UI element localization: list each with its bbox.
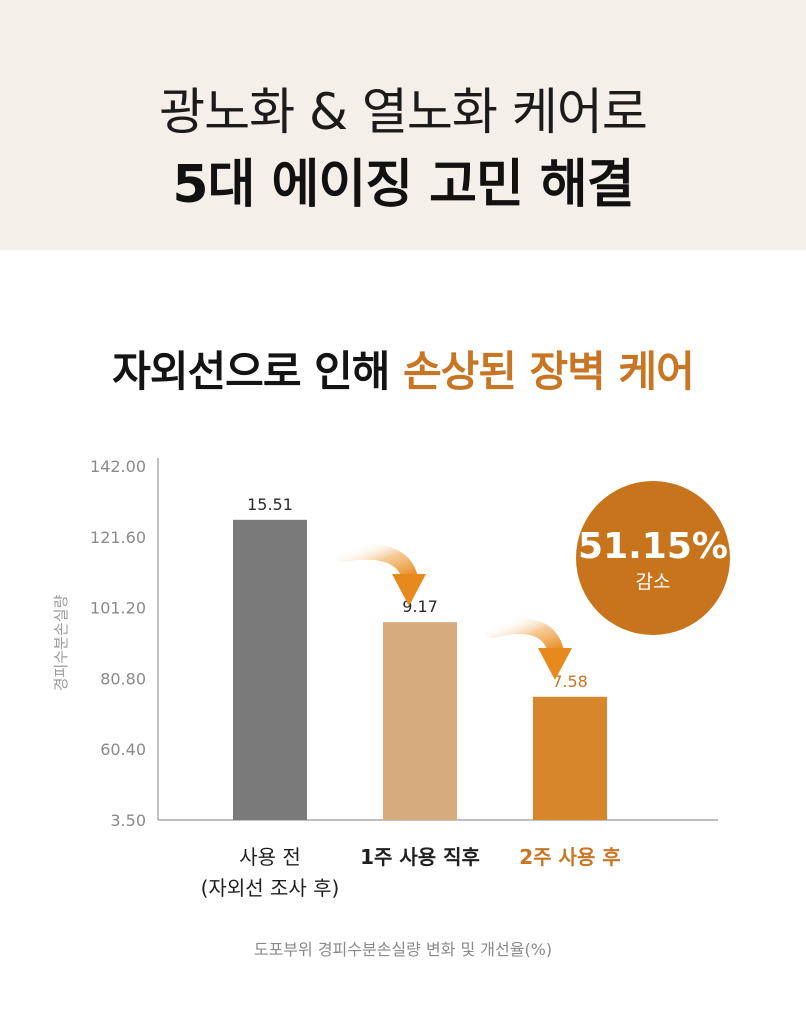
arrow-1-shaft (334, 543, 418, 586)
y-tick-label: 80.80 (100, 669, 146, 688)
chart-bars: 15.519.177.58 (233, 495, 607, 820)
arrow-1 (334, 543, 426, 606)
arrow-2 (484, 618, 572, 680)
category-label-2: 1주 사용 직후 (360, 845, 480, 869)
hero-banner: 광노화 & 열노화 케어로 5대 에이징 고민 해결 (0, 0, 806, 250)
y-axis-label: 경피수분손실량 (52, 595, 70, 692)
badge-label: 감소 (636, 571, 671, 593)
category-label-3: 2주 사용 후 (519, 845, 620, 869)
section-title-accent: 손상된 장벽 케어 (403, 347, 695, 396)
bar-3 (533, 696, 607, 820)
category-label-1: 사용 전 (239, 845, 301, 869)
y-tick-label: 3.50 (110, 811, 146, 830)
arrow-2-head (538, 648, 572, 680)
badge-value: 51.15% (578, 526, 728, 567)
section-title-black: 자외선으로 인해 (112, 347, 403, 396)
y-tick-label: 121.60 (90, 528, 146, 547)
chart-arrows (334, 543, 572, 680)
hero-title: 5대 에이징 고민 해결 (172, 155, 634, 215)
y-tick-label: 142.00 (90, 457, 146, 476)
reduction-badge: 51.15% 감소 (576, 481, 730, 635)
chart-footnote: 도포부위 경피수분손실량 변화 및 개선율(%) (253, 940, 553, 959)
y-tick-label: 101.20 (90, 599, 146, 618)
arrow-2-shaft (484, 618, 564, 660)
bar-2 (383, 622, 457, 820)
bar-chart: 142.00121.60101.2080.8060.403.50경피수분손실량 … (52, 457, 730, 900)
value-label-3: 7.58 (552, 672, 588, 691)
value-label-1: 15.51 (247, 495, 293, 514)
hero-subtitle: 광노화 & 열노화 케어로 (159, 83, 648, 141)
badge-circle (576, 481, 730, 635)
chart-axes: 142.00 121.60 101.20 80.80 60.40 3.50 경피수분손실량 (52, 457, 718, 830)
arrow-1-head (392, 574, 426, 606)
category-sublabel-1: (자외선 조사 후) (201, 876, 340, 900)
category-labels: 사용 전 (자외선 조사 후) 1주 사용 직후 2주 사용 후 (201, 845, 621, 900)
section-title: 자외선으로 인해 손상된 장벽 케어 (0, 338, 806, 399)
bar-1 (233, 519, 307, 820)
y-tick-label: 60.40 (100, 740, 146, 759)
